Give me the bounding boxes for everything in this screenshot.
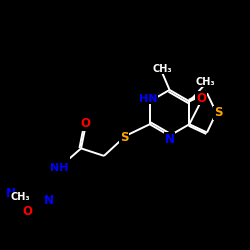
Text: CH₃: CH₃ [10, 192, 30, 202]
Text: HN: HN [139, 94, 157, 104]
Text: CH₃: CH₃ [196, 77, 216, 87]
Text: CH₃: CH₃ [152, 64, 172, 74]
Text: N: N [6, 186, 16, 200]
Text: S: S [120, 131, 128, 144]
Text: O: O [80, 117, 90, 130]
Text: O: O [22, 205, 32, 218]
Text: N: N [44, 194, 54, 207]
Text: O: O [196, 92, 206, 104]
Text: S: S [214, 106, 222, 119]
Text: NH: NH [50, 163, 69, 173]
Text: N: N [164, 132, 174, 145]
